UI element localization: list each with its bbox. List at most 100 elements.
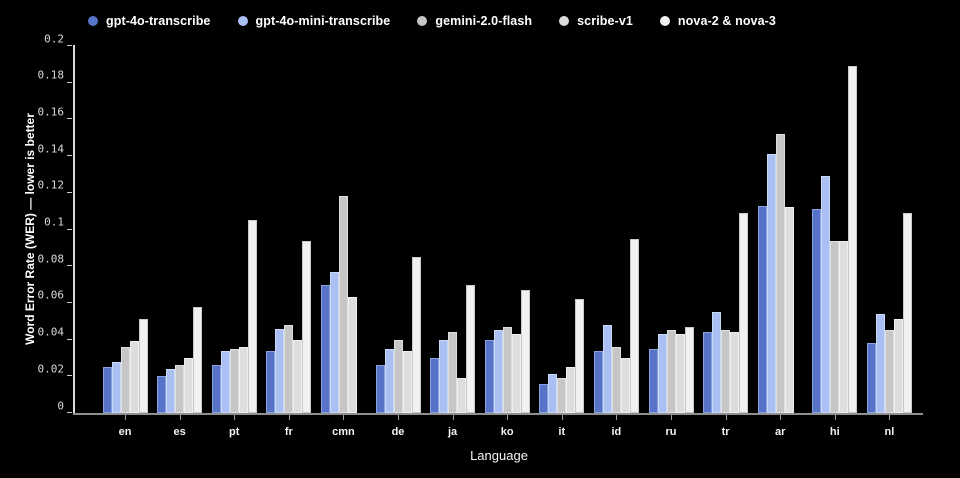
y-tick-mark	[67, 375, 72, 377]
legend: gpt-4o-transcribe gpt-4o-mini-transcribe g…	[88, 10, 776, 32]
y-tick-label: 0.18	[37, 68, 65, 82]
bar-nova-2 & nova-3-it	[575, 299, 585, 413]
bar-gpt-4o-transcribe-tr	[703, 332, 713, 413]
bar-scribe-v1-ru	[675, 334, 685, 413]
y-tick-label: 0.12	[37, 178, 65, 192]
x-category-label: pt	[228, 426, 240, 438]
bar-gemini-2.0-flash-ar	[775, 134, 785, 413]
bar-gemini-2.0-flash-ko	[502, 326, 512, 413]
bar-scribe-v1-cmn	[347, 297, 357, 413]
bar-gpt-4o-mini-transcribe-it	[548, 374, 558, 413]
bar-gpt-4o-mini-transcribe-hi	[821, 176, 831, 413]
x-tick-mark	[179, 415, 181, 420]
bar-nova-2 & nova-3-de	[411, 257, 421, 413]
bar-gpt-4o-mini-transcribe-ko	[493, 330, 503, 413]
x-category-label: hi	[829, 426, 840, 438]
legend-dot-icon	[417, 16, 428, 26]
bar-gpt-4o-transcribe-ar	[757, 205, 767, 413]
legend-item: gemini-2.0-flash	[417, 14, 532, 28]
y-tick-mark	[67, 265, 72, 267]
bar-scribe-v1-id	[620, 357, 630, 413]
bar-scribe-v1-ja	[457, 378, 467, 413]
bar-scribe-v1-hi	[839, 240, 849, 413]
bar-gpt-4o-transcribe-id	[593, 350, 603, 413]
bar-gemini-2.0-flash-hi	[830, 240, 840, 413]
bar-nova-2 & nova-3-ru	[684, 326, 694, 413]
bar-gpt-4o-mini-transcribe-fr	[275, 328, 285, 413]
y-tick-label: 0.16	[37, 105, 65, 119]
y-tick-label: 0.08	[37, 252, 65, 266]
y-tick-mark	[67, 301, 72, 303]
bar-gemini-2.0-flash-tr	[721, 330, 731, 413]
legend-item: gpt-4o-transcribe	[88, 14, 211, 28]
x-category-label: ru	[665, 426, 677, 438]
bar-gemini-2.0-flash-de	[393, 339, 403, 413]
bar-nova-2 & nova-3-hi	[848, 66, 858, 413]
bar-scribe-v1-ko	[511, 334, 521, 413]
bar-gpt-4o-mini-transcribe-nl	[875, 313, 885, 413]
bar-nova-2 & nova-3-ko	[520, 290, 530, 413]
y-tick-mark	[67, 191, 72, 193]
legend-label: scribe-v1	[577, 14, 633, 28]
bar-scribe-v1-ar	[784, 207, 794, 413]
legend-label: gpt-4o-mini-transcribe	[255, 14, 391, 28]
bar-gpt-4o-mini-transcribe-id	[602, 324, 612, 413]
x-tick-mark	[452, 415, 454, 420]
bar-gemini-2.0-flash-fr	[284, 324, 294, 413]
bar-scribe-v1-de	[402, 350, 412, 413]
y-tick-mark	[67, 155, 72, 157]
bar-gpt-4o-transcribe-ru	[648, 348, 658, 413]
y-tick-mark	[67, 81, 72, 83]
legend-dot-icon	[237, 16, 248, 26]
x-tick-mark	[288, 415, 290, 420]
bar-gemini-2.0-flash-nl	[884, 330, 894, 413]
legend-dot-icon	[559, 16, 570, 26]
bar-gpt-4o-mini-transcribe-es	[166, 368, 176, 413]
bar-gemini-2.0-flash-it	[557, 378, 567, 413]
bar-scribe-v1-fr	[293, 339, 303, 413]
y-axis-title: Word Error Rate (WER) — lower is better	[23, 113, 37, 345]
x-category-label: nl	[884, 426, 895, 438]
bar-gpt-4o-transcribe-fr	[266, 350, 276, 413]
y-tick-label: 0.1	[44, 215, 64, 229]
y-tick-label: 0.02	[37, 362, 65, 376]
legend-label: gpt-4o-transcribe	[106, 14, 211, 28]
x-category-label: de	[391, 426, 405, 438]
bar-gpt-4o-mini-transcribe-pt	[220, 350, 230, 413]
legend-dot-icon	[88, 16, 98, 26]
bar-gemini-2.0-flash-es	[175, 365, 185, 413]
y-tick-label: 0.04	[37, 325, 65, 339]
x-category-label: cmn	[332, 426, 355, 438]
bar-scribe-v1-en	[129, 341, 139, 413]
x-category-label: tr	[721, 426, 730, 438]
x-category-label: fr	[284, 426, 293, 438]
bar-gemini-2.0-flash-ru	[666, 330, 676, 413]
legend-item: gpt-4o-mini-transcribe	[237, 14, 391, 28]
bar-gemini-2.0-flash-cmn	[338, 196, 348, 413]
bar-gpt-4o-mini-transcribe-ja	[439, 339, 449, 413]
x-tick-mark	[125, 415, 126, 420]
bar-gemini-2.0-flash-ja	[448, 332, 458, 413]
x-tick-mark	[398, 415, 399, 420]
x-tick-mark	[234, 415, 236, 420]
bar-gpt-4o-transcribe-nl	[866, 343, 876, 413]
bar-gpt-4o-transcribe-cmn	[320, 284, 330, 413]
bar-gemini-2.0-flash-id	[611, 346, 621, 413]
bar-nova-2 & nova-3-es	[193, 306, 203, 413]
bar-scribe-v1-it	[566, 367, 576, 413]
bar-gemini-2.0-flash-pt	[229, 348, 239, 413]
bar-gpt-4o-mini-transcribe-de	[384, 348, 394, 413]
bar-scribe-v1-nl	[893, 319, 903, 413]
x-tick-mark	[889, 415, 891, 420]
bar-nova-2 & nova-3-tr	[739, 213, 749, 413]
y-tick-label: 0	[57, 399, 64, 412]
bar-nova-2 & nova-3-fr	[302, 240, 312, 413]
x-axis-line	[73, 413, 923, 415]
bar-nova-2 & nova-3-nl	[902, 213, 912, 413]
bar-gpt-4o-transcribe-ko	[484, 339, 494, 413]
y-tick-label: 0.14	[37, 142, 65, 156]
x-category-label: it	[558, 426, 566, 438]
x-category-label: ja	[448, 426, 458, 438]
bar-nova-2 & nova-3-en	[138, 319, 148, 413]
x-tick-mark	[343, 415, 345, 420]
